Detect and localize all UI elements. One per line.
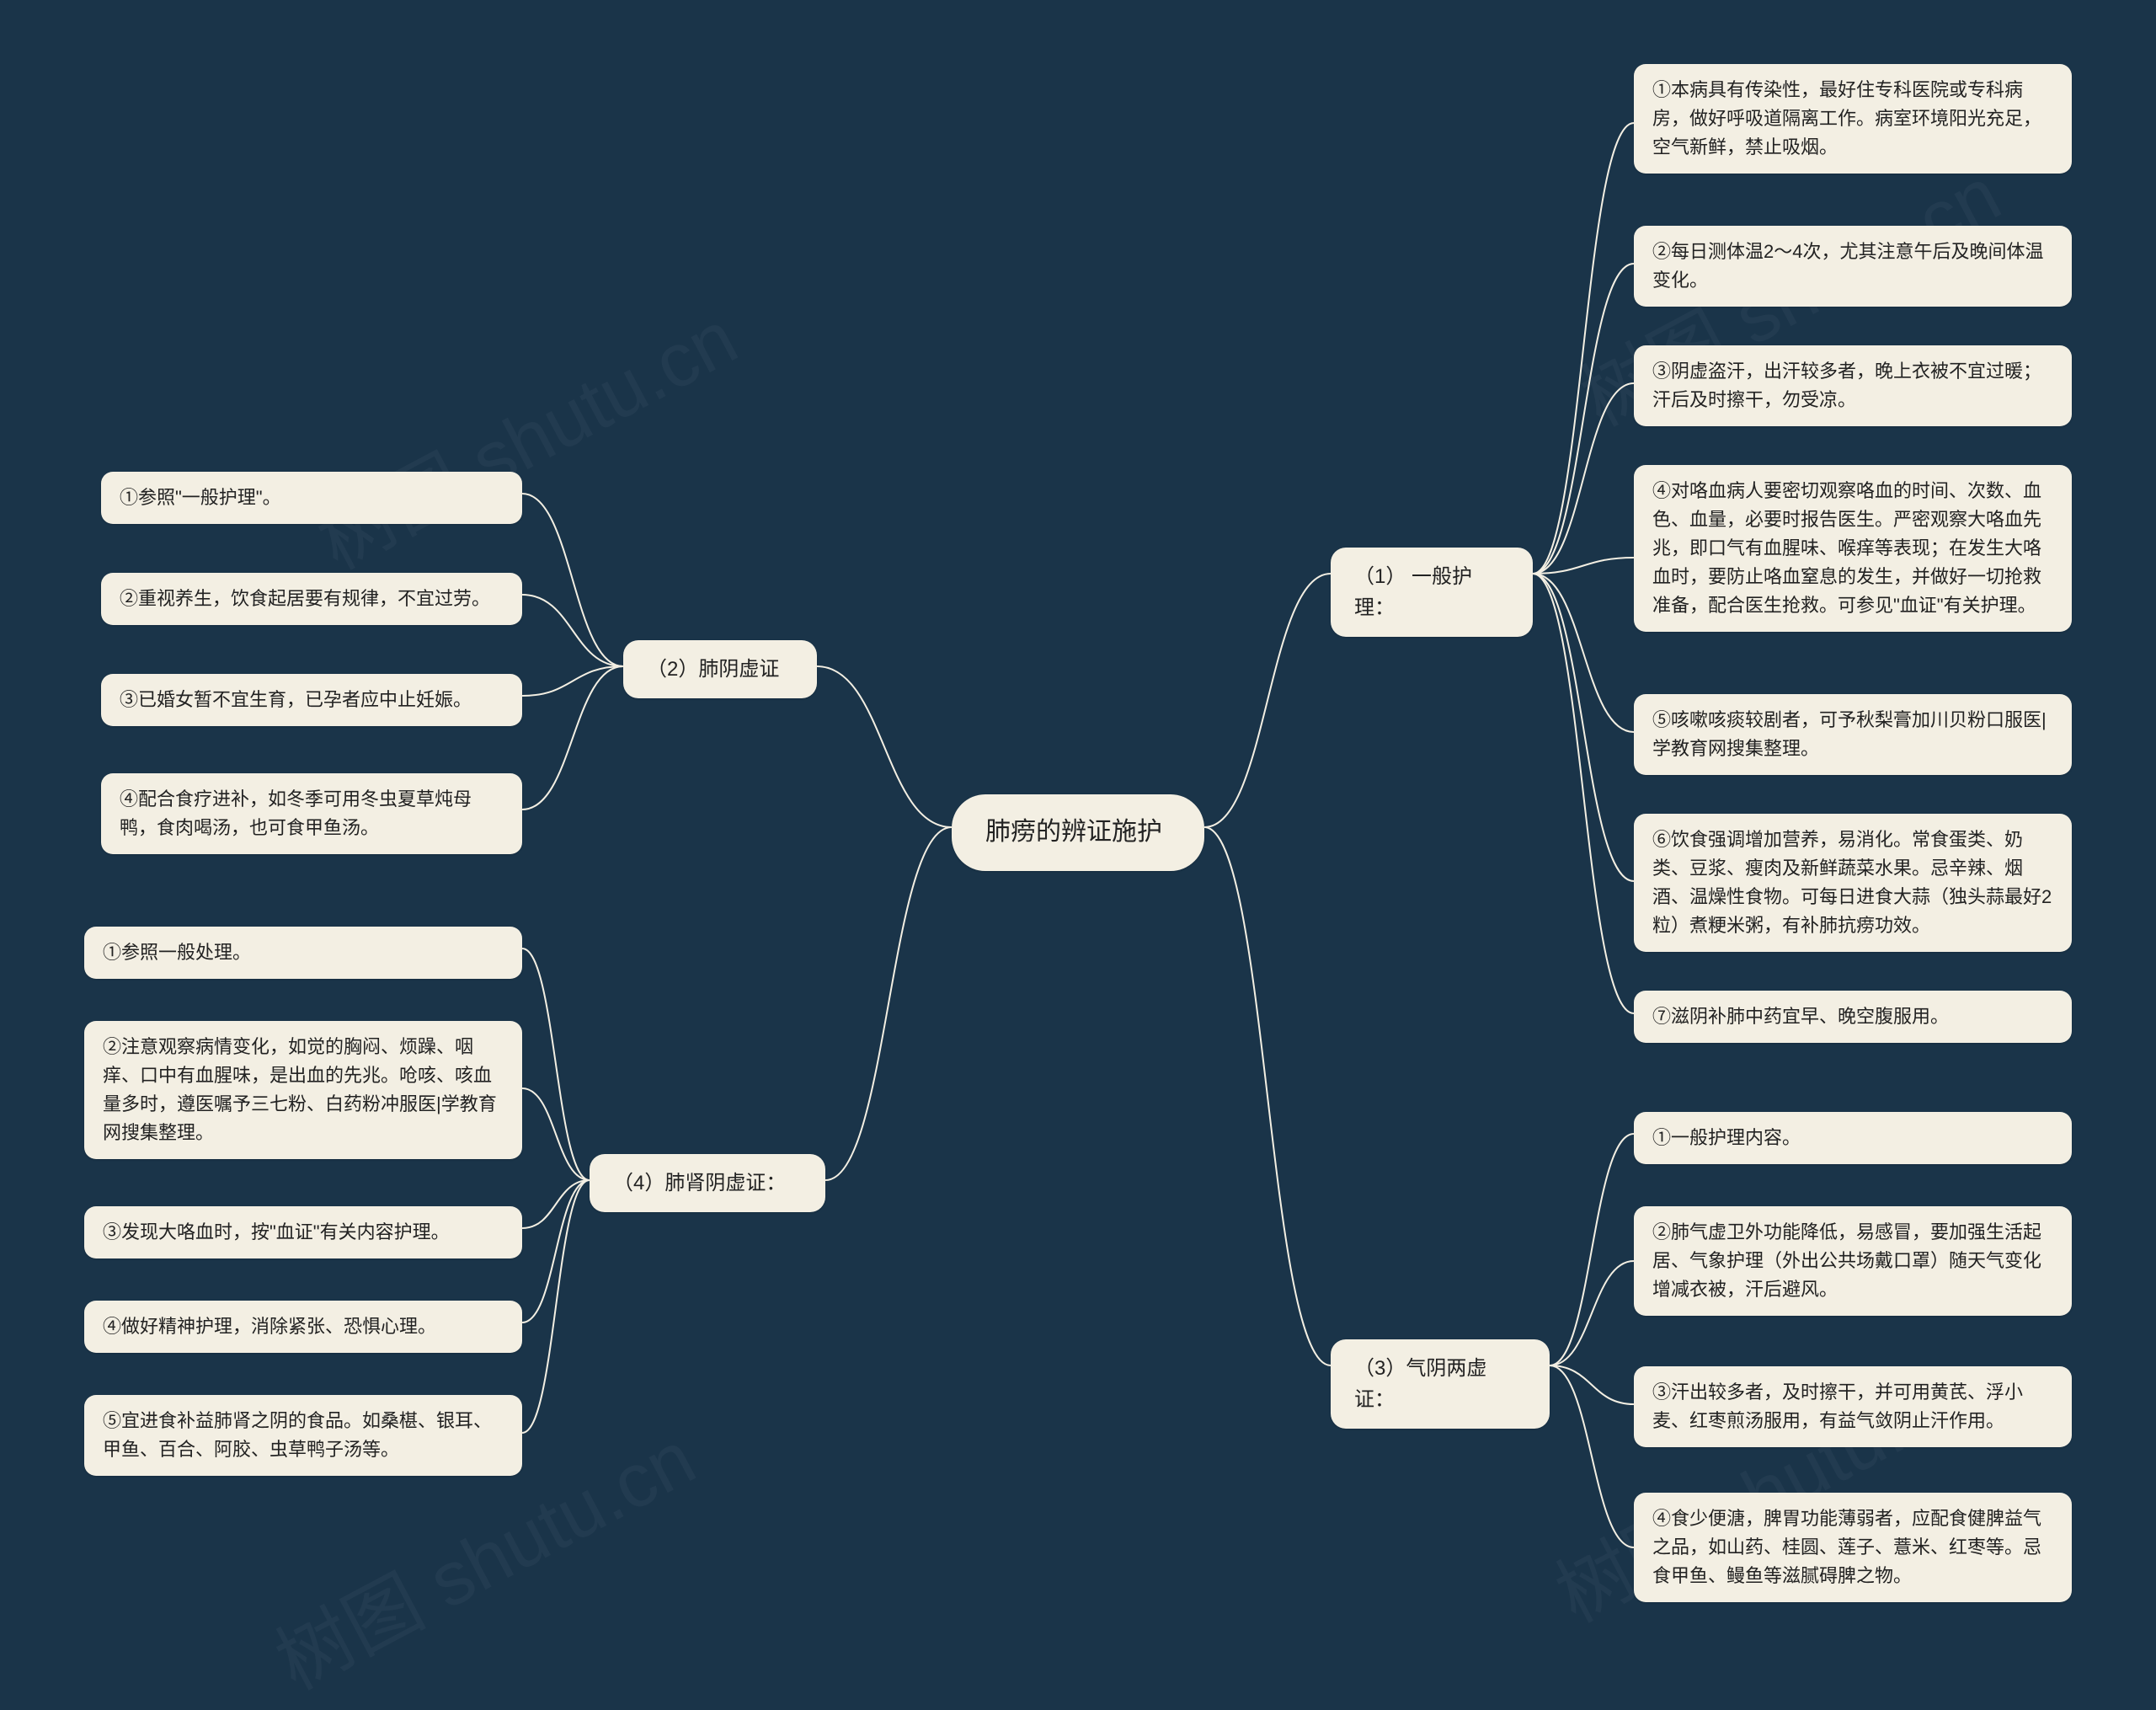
leaf-b4-4: ⑤宜进食补益肺肾之阴的食品。如桑椹、银耳、甲鱼、百合、阿胶、虫草鸭子汤等。 [84, 1395, 522, 1476]
leaf-b2-0: ①参照"一般护理"。 [101, 472, 522, 524]
leaf-b4-2: ③发现大咯血时，按"血证"有关内容护理。 [84, 1206, 522, 1258]
leaf-b4-0: ①参照一般处理。 [84, 927, 522, 979]
branch-b2: （2）肺阴虚证 [623, 640, 817, 698]
branch-b4: （4）肺肾阴虚证： [590, 1154, 825, 1212]
leaf-b2-3: ④配合食疗进补，如冬季可用冬虫夏草炖母鸭，食肉喝汤，也可食甲鱼汤。 [101, 773, 522, 854]
leaf-b2-1: ②重视养生，饮食起居要有规律，不宜过劳。 [101, 573, 522, 625]
center-node: 肺痨的辨证施护 [952, 794, 1204, 871]
leaf-b1-3: ④对咯血病人要密切观察咯血的时间、次数、血色、血量，必要时报告医生。严密观察大咯… [1634, 465, 2072, 632]
leaf-b3-1: ②肺气虚卫外功能降低，易感冒，要加强生活起居、气象护理（外出公共场戴口罩）随天气… [1634, 1206, 2072, 1316]
leaf-b1-0: ①本病具有传染性，最好住专科医院或专科病房，做好呼吸道隔离工作。病室环境阳光充足… [1634, 64, 2072, 174]
leaf-b1-2: ③阴虚盗汗，出汗较多者，晚上衣被不宜过暖；汗后及时擦干，勿受凉。 [1634, 345, 2072, 426]
branch-b1: （1） 一般护理： [1331, 548, 1533, 637]
leaf-b3-2: ③汗出较多者，及时擦干，并可用黄芪、浮小麦、红枣煎汤服用，有益气敛阴止汗作用。 [1634, 1366, 2072, 1447]
leaf-b1-1: ②每日测体温2～4次，尤其注意午后及晚间体温变化。 [1634, 226, 2072, 307]
watermark-0: 树图 shutu.cn [296, 278, 752, 590]
leaf-b4-3: ④做好精神护理，消除紧张、恐惧心理。 [84, 1301, 522, 1353]
leaf-b1-5: ⑥饮食强调增加营养，易消化。常食蛋类、奶类、豆浆、瘦肉及新鲜蔬菜水果。忌辛辣、烟… [1634, 814, 2072, 952]
leaf-b3-3: ④食少便溏，脾胃功能薄弱者，应配食健脾益气之品，如山药、桂圆、莲子、薏米、红枣等… [1634, 1493, 2072, 1602]
leaf-b1-4: ⑤咳嗽咳痰较剧者，可予秋梨膏加川贝粉口服医|学教育网搜集整理。 [1634, 694, 2072, 775]
leaf-b3-0: ①一般护理内容。 [1634, 1112, 2072, 1164]
leaf-b1-6: ⑦滋阴补肺中药宜早、晚空腹服用。 [1634, 991, 2072, 1043]
leaf-b4-1: ②注意观察病情变化，如觉的胸闷、烦躁、咽痒、口中有血腥味，是出血的先兆。呛咳、咳… [84, 1021, 522, 1159]
branch-b3: （3）气阴两虚证： [1331, 1339, 1550, 1429]
leaf-b2-2: ③已婚女暂不宜生育，已孕者应中止妊娠。 [101, 674, 522, 726]
